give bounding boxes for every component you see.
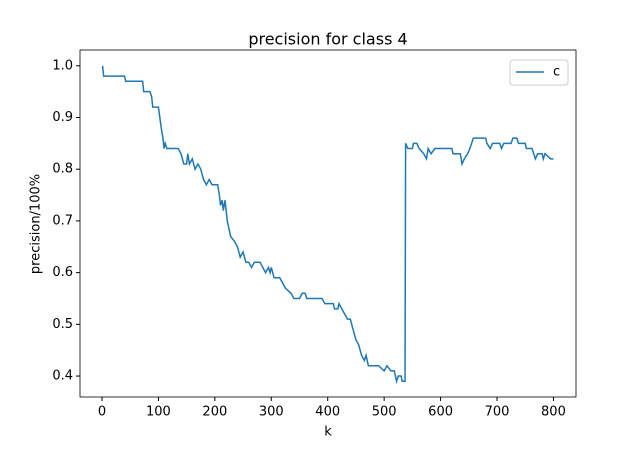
x-tick-label: 400: [315, 405, 340, 420]
y-tick-label: 0.9: [52, 110, 73, 125]
line-series: [101, 65, 554, 385]
x-tick-label: 0: [98, 405, 106, 420]
plot-frame: [79, 49, 577, 398]
y-tick-label: 0.5: [52, 317, 73, 332]
x-tick-label: 800: [541, 405, 566, 420]
y-axis-label: precision/100%: [29, 174, 44, 274]
y-tick-label: 1.0: [52, 58, 73, 73]
legend-label: c: [553, 65, 560, 80]
y-tick-label: 0.4: [52, 369, 73, 384]
chart-title: precision for class 4: [248, 30, 407, 49]
x-tick-label: 200: [202, 405, 227, 420]
x-axis-label: k: [324, 425, 332, 440]
x-tick-label: 700: [485, 405, 510, 420]
y-tick-label: 0.6: [52, 265, 73, 280]
y-tick-label: 0.8: [52, 162, 73, 177]
x-tick-label: 300: [259, 405, 284, 420]
x-tick-label: 600: [428, 405, 453, 420]
x-tick-label: 100: [146, 405, 171, 420]
y-tick-label: 0.7: [52, 213, 73, 228]
x-tick-label: 500: [372, 405, 397, 420]
